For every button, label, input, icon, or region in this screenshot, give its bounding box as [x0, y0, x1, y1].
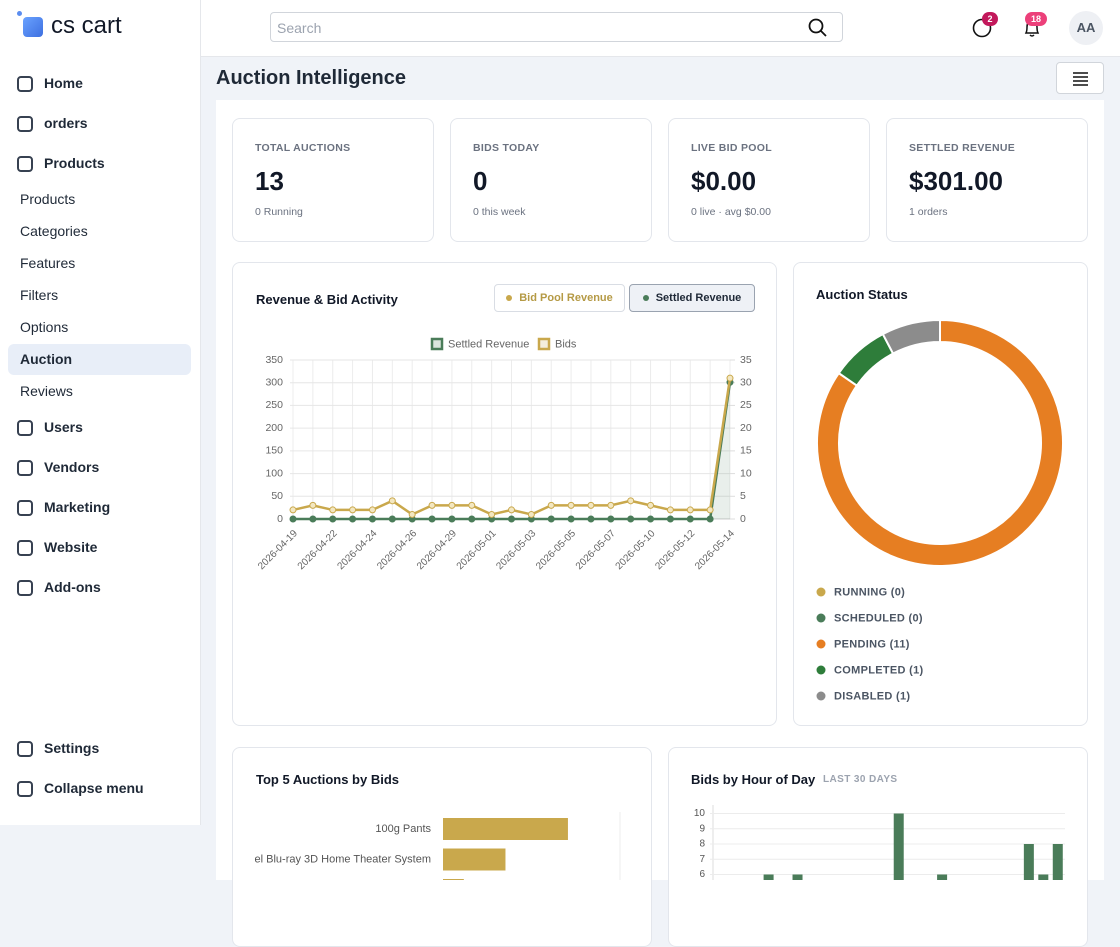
nav-item[interactable]: Home — [44, 75, 83, 91]
nav-item[interactable]: Collapse menu — [44, 780, 144, 796]
kpi-card: SETTLED REVENUE $301.00 1 orders — [886, 118, 1088, 242]
nav-icon — [17, 420, 33, 436]
nav-item[interactable]: Vendors — [44, 459, 100, 475]
search-placeholder: Search — [277, 20, 322, 36]
nav-item[interactable]: Marketing — [44, 499, 111, 515]
nav-icon — [17, 540, 33, 556]
kpi-card: BIDS TODAY 0 0 this week — [450, 118, 652, 242]
kpi-note: 1 orders — [909, 206, 948, 218]
button-label: Bid Pool Revenue — [519, 292, 613, 304]
submenu-item[interactable]: Features — [20, 255, 76, 271]
kpi-note: 0 live · avg $0.00 — [691, 206, 771, 218]
kpi-note: 0 Running — [255, 206, 303, 218]
kpi-label: TOTAL AUCTIONS — [255, 142, 351, 154]
kpi-card: LIVE BID POOL $0.00 0 live · avg $0.00 — [668, 118, 870, 242]
nav-item[interactable]: Settings — [44, 740, 100, 756]
toggle-button[interactable]: Bid Pool Revenue — [494, 284, 625, 312]
page-title: Auction Intelligence — [216, 67, 407, 89]
nav-item[interactable]: Add-ons — [44, 579, 101, 595]
kpi-value: 13 — [255, 166, 284, 196]
kpi-value: $0.00 — [691, 166, 757, 196]
chart-title: Top 5 Auctions by Bids — [256, 772, 400, 787]
menu-icon — [1073, 72, 1088, 86]
logo-mark — [23, 17, 43, 37]
nav-item[interactable]: Website — [44, 539, 98, 555]
active-bg — [8, 344, 191, 375]
avatar[interactable]: AA — [1069, 11, 1103, 45]
chart-title: Auction Status — [816, 287, 908, 302]
nav-icon — [17, 500, 33, 516]
nav-icon — [17, 76, 33, 92]
toggle-button-active[interactable]: Settled Revenue — [629, 284, 755, 312]
button-dot — [642, 295, 649, 301]
nav-icon — [17, 741, 33, 757]
kpi-card: TOTAL AUCTIONS 13 0 Running — [232, 118, 434, 242]
search-box[interactable]: Search — [270, 12, 843, 42]
hbar-card: Top 5 Auctions by Bids — [232, 747, 652, 947]
nav-item[interactable]: orders — [44, 115, 88, 131]
logo-dot — [17, 11, 22, 16]
bar-card: Bids by Hour of Day LAST 30 DAYS — [668, 747, 1088, 947]
kpi-value: $301.00 — [909, 166, 1003, 196]
nav-icon — [17, 156, 33, 172]
submenu-item[interactable]: Categories — [20, 223, 88, 239]
logo[interactable]: cs cart — [51, 12, 122, 39]
donut-card: Auction Status — [793, 262, 1088, 726]
button-dot — [506, 295, 513, 301]
kpi-label: SETTLED REVENUE — [909, 142, 1016, 154]
sidebar: cs cart Home orders Products Products Catego… — [0, 0, 201, 825]
kpi-note: 0 this week — [473, 206, 526, 218]
chart-subtitle: LAST 30 DAYS — [823, 774, 898, 785]
nav-item[interactable]: Users — [44, 419, 83, 435]
kpi-value: 0 — [473, 166, 488, 196]
button-label: Settled Revenue — [655, 292, 742, 304]
nav-icon — [17, 580, 33, 596]
kpi-label: LIVE BID POOL — [691, 142, 772, 154]
submenu-item-active[interactable]: Auction — [20, 351, 73, 367]
nav-item[interactable]: Products — [44, 155, 105, 171]
submenu-item[interactable]: Reviews — [20, 383, 73, 399]
menu-button[interactable] — [1056, 62, 1104, 94]
chart-title: Revenue & Bid Activity — [256, 292, 398, 307]
submenu-item[interactable]: Options — [20, 319, 69, 335]
chart-title: Bids by Hour of Day — [691, 772, 816, 787]
nav-icon — [17, 781, 33, 797]
nav-icon — [17, 460, 33, 476]
submenu-item[interactable]: Products — [20, 191, 76, 207]
submenu-item[interactable]: Filters — [20, 287, 59, 303]
kpi-label: BIDS TODAY — [473, 142, 540, 154]
line-card: Revenue & Bid Activity Bid Pool Revenue … — [232, 262, 777, 726]
nav-icon — [17, 116, 33, 132]
header: Search 2 18 AA — [201, 0, 1120, 57]
search-icon — [808, 18, 827, 37]
help-badge: 2 — [982, 12, 998, 26]
notification-badge: 18 — [1025, 12, 1047, 26]
